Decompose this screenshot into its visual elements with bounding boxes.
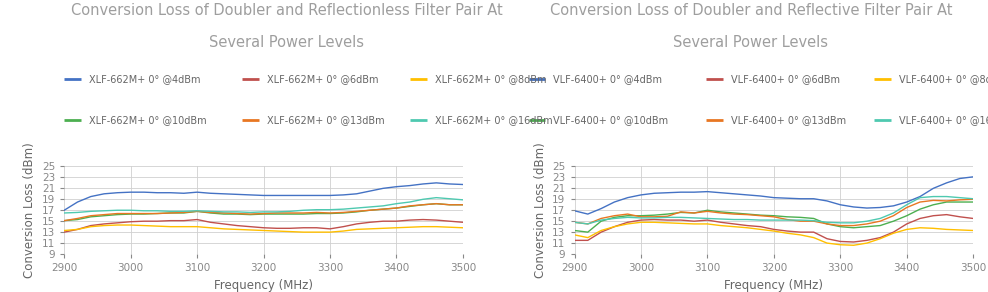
X-axis label: Frequency (MHz): Frequency (MHz) — [214, 279, 313, 292]
Text: XLF-662M+ 0° @4dBm: XLF-662M+ 0° @4dBm — [89, 74, 201, 84]
Text: XLF-662M+ 0° @8dBm: XLF-662M+ 0° @8dBm — [435, 74, 546, 84]
Text: Several Power Levels: Several Power Levels — [674, 35, 828, 50]
Y-axis label: Conversion Loss (dBm): Conversion Loss (dBm) — [24, 142, 37, 278]
Y-axis label: Conversion Loss (dBm): Conversion Loss (dBm) — [534, 142, 546, 278]
Text: VLF-6400+ 0° @10dBm: VLF-6400+ 0° @10dBm — [553, 115, 669, 125]
Text: VLF-6400+ 0° @8dBm: VLF-6400+ 0° @8dBm — [899, 74, 988, 84]
X-axis label: Frequency (MHz): Frequency (MHz) — [724, 279, 823, 292]
Text: Conversion Loss of Doubler and Reflectionless Filter Pair At: Conversion Loss of Doubler and Reflectio… — [71, 3, 502, 18]
Text: XLF-662M+ 0° @13dBm: XLF-662M+ 0° @13dBm — [267, 115, 384, 125]
Text: XLF-662M+ 0° @6dBm: XLF-662M+ 0° @6dBm — [267, 74, 378, 84]
Text: VLF-6400+ 0° @6dBm: VLF-6400+ 0° @6dBm — [731, 74, 840, 84]
Text: VLF-6400+ 0° @16dBm: VLF-6400+ 0° @16dBm — [899, 115, 988, 125]
Text: XLF-662M+ 0° @16dBm: XLF-662M+ 0° @16dBm — [435, 115, 552, 125]
Text: XLF-662M+ 0° @10dBm: XLF-662M+ 0° @10dBm — [89, 115, 206, 125]
Text: VLF-6400+ 0° @4dBm: VLF-6400+ 0° @4dBm — [553, 74, 662, 84]
Text: VLF-6400+ 0° @13dBm: VLF-6400+ 0° @13dBm — [731, 115, 847, 125]
Text: Several Power Levels: Several Power Levels — [209, 35, 364, 50]
Text: Conversion Loss of Doubler and Reflective Filter Pair At: Conversion Loss of Doubler and Reflectiv… — [549, 3, 952, 18]
